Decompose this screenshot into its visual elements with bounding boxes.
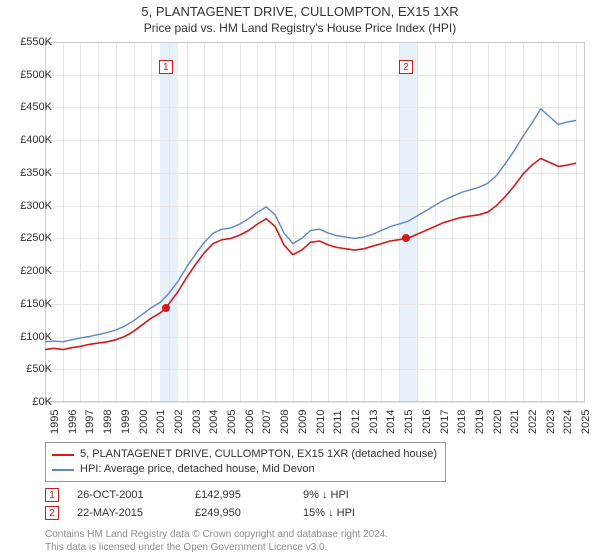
x-axis-label: 2000 [138, 410, 150, 434]
series-svg [45, 42, 585, 402]
y-axis-label: £400K [20, 134, 52, 146]
x-axis-label: 1998 [102, 410, 114, 434]
chart-title: 5, PLANTAGENET DRIVE, CULLOMPTON, EX15 1… [0, 4, 600, 19]
footer-line: This data is licensed under the Open Gov… [45, 541, 388, 554]
legend-label: HPI: Average price, detached house, Mid … [80, 462, 315, 477]
x-axis-label: 2018 [456, 410, 468, 434]
x-axis-label: 2002 [173, 410, 185, 434]
legend: 5, PLANTAGENET DRIVE, CULLOMPTON, EX15 1… [45, 442, 446, 482]
x-axis-label: 2007 [261, 410, 273, 434]
y-axis-label: £350K [20, 167, 52, 179]
gridline [45, 402, 585, 403]
y-axis-label: £200K [20, 265, 52, 277]
y-axis-label: £550K [20, 36, 52, 48]
x-axis-label: 2022 [527, 410, 539, 434]
x-axis-label: 2003 [191, 410, 203, 434]
x-axis-label: 2017 [439, 410, 451, 434]
x-axis-label: 2016 [421, 410, 433, 434]
y-axis-label: £250K [20, 232, 52, 244]
y-axis-label: £150K [20, 298, 52, 310]
x-axis-label: 2010 [315, 410, 327, 434]
x-axis-label: 2001 [155, 410, 167, 434]
sale-row: 1 26-OCT-2001 £142,995 9% ↓ HPI [45, 486, 403, 504]
y-axis-label: £50K [26, 363, 52, 375]
sale-rows: 1 26-OCT-2001 £142,995 9% ↓ HPI 2 22-MAY… [45, 486, 403, 522]
x-axis-label: 2023 [545, 410, 557, 434]
x-axis-label: 2012 [350, 410, 362, 434]
sale-delta: 15% ↓ HPI [303, 507, 403, 519]
legend-swatch [52, 454, 74, 456]
legend-item: 5, PLANTAGENET DRIVE, CULLOMPTON, EX15 1… [52, 447, 437, 462]
y-axis-label: £100K [20, 331, 52, 343]
x-axis-label: 2008 [279, 410, 291, 434]
sale-price: £249,950 [195, 507, 285, 519]
y-axis-label: £300K [20, 200, 52, 212]
series-line [45, 109, 576, 342]
sale-marker-dot [162, 304, 170, 312]
sale-marker-icon: 2 [399, 60, 413, 74]
x-axis-label: 1999 [120, 410, 132, 434]
sale-date: 26-OCT-2001 [77, 489, 177, 501]
x-axis-label: 1995 [49, 410, 61, 434]
x-axis-label: 2020 [492, 410, 504, 434]
y-axis-label: £0K [32, 396, 52, 408]
footer-line: Contains HM Land Registry data © Crown c… [45, 528, 388, 541]
x-axis-label: 2024 [562, 410, 574, 434]
x-axis-label: 2009 [297, 410, 309, 434]
sale-marker-icon: 1 [159, 60, 173, 74]
x-axis-label: 2021 [509, 410, 521, 434]
chart-area: 12 [45, 42, 585, 402]
sale-row: 2 22-MAY-2015 £249,950 15% ↓ HPI [45, 504, 403, 522]
legend-label: 5, PLANTAGENET DRIVE, CULLOMPTON, EX15 1… [80, 447, 437, 462]
sale-marker-dot [402, 234, 410, 242]
series-line [45, 159, 576, 350]
sale-delta: 9% ↓ HPI [303, 489, 403, 501]
x-axis-label: 1996 [67, 410, 79, 434]
sale-marker-icon: 1 [45, 488, 59, 502]
footer: Contains HM Land Registry data © Crown c… [45, 528, 388, 554]
y-axis-label: £500K [20, 69, 52, 81]
x-axis-label: 2011 [332, 410, 344, 434]
legend-item: HPI: Average price, detached house, Mid … [52, 462, 437, 477]
legend-swatch [52, 469, 74, 471]
x-axis-label: 2025 [580, 410, 592, 434]
x-axis-label: 1997 [84, 410, 96, 434]
y-axis-label: £450K [20, 101, 52, 113]
x-axis-label: 2013 [368, 410, 380, 434]
x-axis-label: 2004 [208, 410, 220, 434]
x-axis-label: 2019 [474, 410, 486, 434]
x-axis-label: 2005 [226, 410, 238, 434]
sale-date: 22-MAY-2015 [77, 507, 177, 519]
x-axis-label: 2015 [403, 410, 415, 434]
x-axis-label: 2014 [385, 410, 397, 434]
x-axis-label: 2006 [244, 410, 256, 434]
sale-marker-icon: 2 [45, 506, 59, 520]
sale-price: £142,995 [195, 489, 285, 501]
chart-subtitle: Price paid vs. HM Land Registry's House … [0, 21, 600, 35]
